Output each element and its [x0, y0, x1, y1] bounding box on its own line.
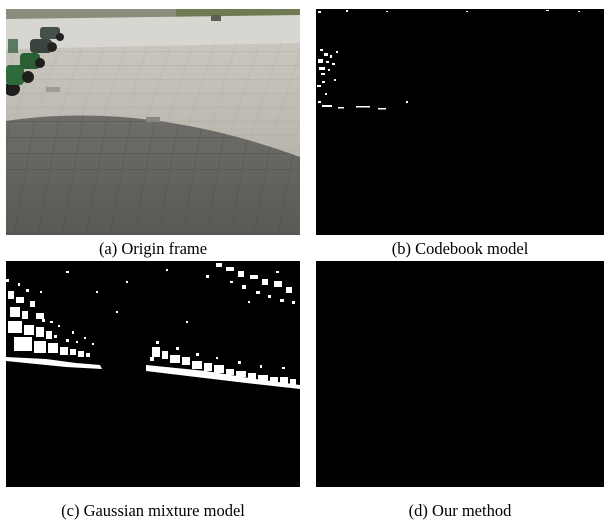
- caption-c: (c) Gaussian mixture model: [61, 501, 245, 520]
- our-method-mask-image: [316, 261, 604, 487]
- panel-a-origin-frame: [6, 9, 300, 235]
- caption-b: (b) Codebook model: [391, 239, 529, 258]
- caption-a: (a) Origin frame: [98, 239, 208, 258]
- panel-c-gaussian-mixture-model: [6, 261, 300, 487]
- panel-b-codebook-model: [316, 9, 604, 235]
- gmm-mask-image: [6, 261, 300, 487]
- motorbikes: [6, 27, 64, 96]
- caption-d: (d) Our method: [408, 501, 512, 520]
- codebook-mask-image: [316, 9, 604, 235]
- origin-frame-image: [6, 9, 300, 235]
- panel-d-our-method: [316, 261, 604, 487]
